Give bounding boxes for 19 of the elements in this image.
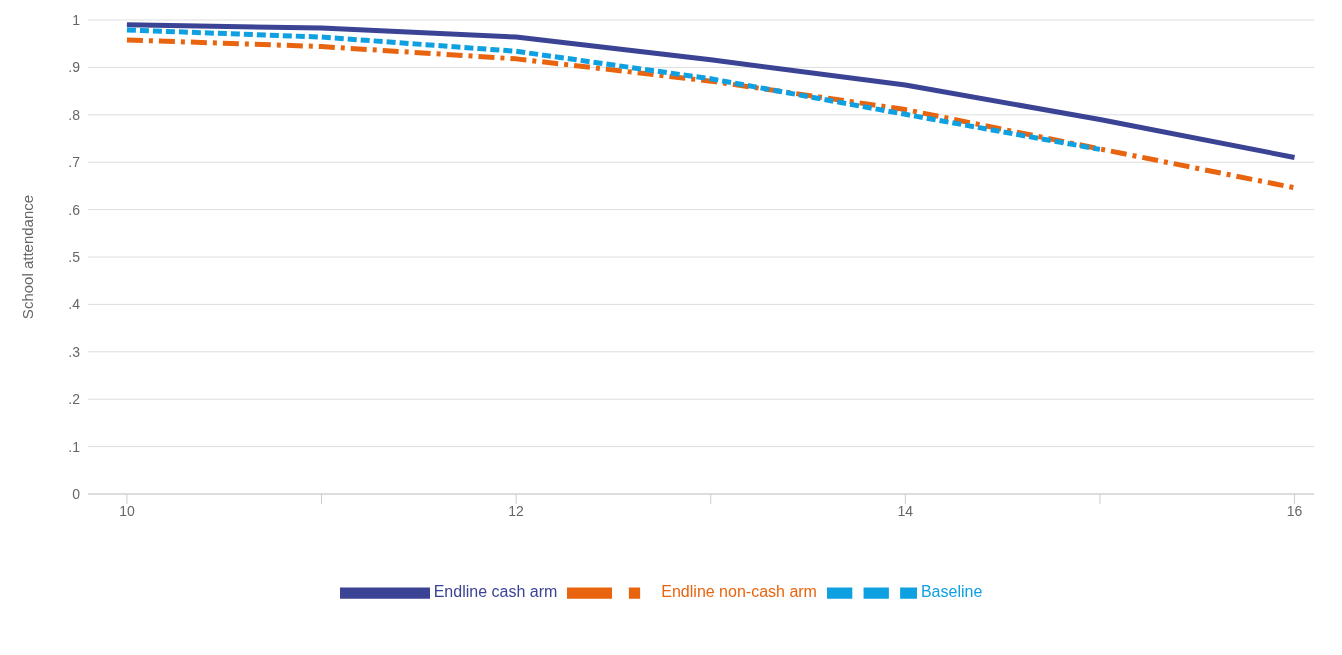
text: Endline non-cash arm — [661, 583, 817, 601]
x-tick-label: 16 — [1286, 502, 1303, 519]
text: Endline cash arm — [433, 583, 558, 601]
x-tick-label: 14 — [897, 502, 914, 519]
y-tick-label: .8 — [68, 106, 81, 123]
y-tick-label: .9 — [68, 59, 81, 76]
y-tick-label: .1 — [68, 438, 81, 455]
y-tick-label: 1 — [72, 11, 81, 28]
y-tick-label: .6 — [68, 201, 81, 218]
y-tick-label: .3 — [68, 343, 81, 360]
y-tick-label: .2 — [68, 391, 81, 408]
x-tick-label: 12 — [508, 502, 525, 519]
y-tick-label: .5 — [68, 248, 81, 265]
x-tick-label: 10 — [119, 502, 135, 519]
y-axis-title: School attendance — [19, 194, 37, 320]
y-tick-label: 0 — [72, 485, 81, 502]
y-tick-label: .4 — [68, 296, 81, 313]
y-tick-label: .7 — [68, 154, 81, 171]
text: Baseline — [920, 583, 983, 601]
